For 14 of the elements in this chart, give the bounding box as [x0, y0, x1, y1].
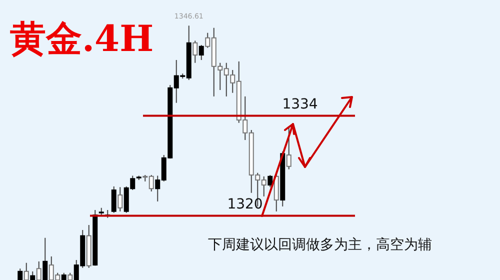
candlestick [111, 186, 116, 214]
candlestick [118, 186, 123, 212]
candlestick [18, 268, 23, 280]
candlestick [24, 262, 29, 280]
candlestick [36, 260, 42, 280]
candlestick [192, 40, 198, 64]
annotation: 下周建议以回调做多为主，高空为辅 [208, 237, 432, 253]
candlestick [198, 44, 204, 60]
candlestick [42, 237, 48, 280]
ref-line-label: 1334 [282, 96, 318, 113]
candlestick [268, 174, 273, 188]
text: 黄金.4H [10, 18, 154, 60]
candlestick [286, 126, 292, 170]
ref-line-label: 1320 [227, 196, 263, 213]
